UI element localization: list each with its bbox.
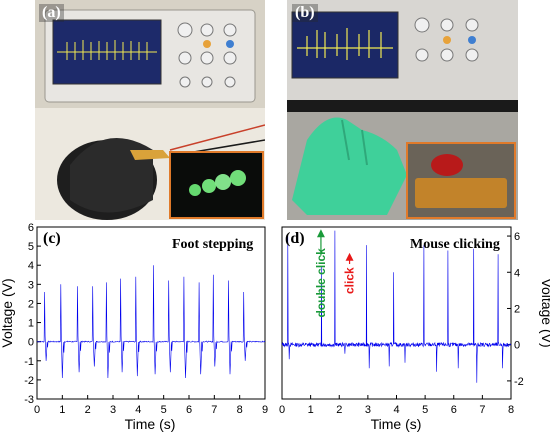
voltage-trace-d: [281, 230, 512, 383]
y-tick-label: 4: [28, 260, 34, 272]
y-tick-label: -2: [24, 375, 34, 387]
annotation-click: click: [343, 267, 357, 294]
panel-label-d: (d): [285, 230, 305, 247]
double-click-arrow: [316, 229, 325, 256]
y-tick-label: -3: [24, 394, 34, 406]
y-tick-label: 6: [28, 222, 34, 234]
panel-label-b: (b): [292, 4, 318, 22]
annotation-double-click: double click: [314, 248, 328, 318]
x-tick-label: 2: [85, 404, 91, 416]
x-tick-label: 5: [161, 404, 167, 416]
chart-title-c: Foot stepping: [172, 237, 254, 252]
panel-label-c: (c): [43, 230, 61, 247]
click-arrow: [345, 252, 354, 264]
x-tick-label: 6: [186, 404, 192, 416]
x-tick-label: 6: [451, 404, 457, 416]
y-tick-label: 0: [514, 340, 520, 352]
plot-frame-d: [281, 226, 512, 400]
x-tick-label: 9: [262, 404, 268, 416]
chart-foot-stepping: -3 -2 -1 0 1 2 3 4 5 6 0 1 2 3 4 5 6 7 8 9 Time (s) Voltag…: [0, 222, 268, 432]
y-tick-label: 0: [28, 337, 34, 349]
photo-foot-stepping-illustration: [35, 0, 265, 220]
chart-title-d: Mouse clicking: [410, 237, 500, 252]
plot-frame-c: [36, 226, 266, 400]
x-tick-label: 1: [308, 404, 314, 416]
x-tick-label: 4: [135, 404, 141, 416]
y-tick-label: 3: [28, 279, 34, 291]
y-tick-label: -2: [514, 376, 524, 388]
y-axis-label-c: Voltage (V): [0, 278, 15, 347]
y-tick-label: 6: [514, 231, 520, 243]
x-axis-label-d: Time (s): [371, 416, 422, 432]
x-tick-label: 7: [479, 404, 485, 416]
y-tick-label: 1: [28, 318, 34, 330]
x-tick-label: 7: [211, 404, 217, 416]
x-tick-label: 5: [422, 404, 428, 416]
y-tick-label: -1: [24, 356, 34, 368]
x-axis-label-c: Time (s): [125, 416, 176, 432]
x-tick-label: 4: [393, 404, 399, 416]
photo-foot-stepping: (a): [35, 0, 265, 220]
x-tick-label: 3: [110, 404, 116, 416]
x-tick-label: 1: [59, 404, 65, 416]
x-tick-label: 2: [336, 404, 342, 416]
y-axis-label-d: Voltage (V): [539, 278, 550, 347]
x-tick-label: 8: [508, 404, 514, 416]
photo-mouse-clicking: (b): [287, 0, 518, 220]
y-tick-label: 2: [514, 303, 520, 315]
y-tick-label: 2: [28, 298, 34, 310]
photo-mouse-clicking-illustration: [287, 0, 518, 220]
x-tick-label: 0: [279, 404, 285, 416]
x-tick-label: 0: [34, 404, 40, 416]
y-tick-label: 5: [28, 241, 34, 253]
voltage-trace-c: [36, 265, 266, 379]
y-tick-label: 4: [514, 267, 520, 279]
panel-label-a: (a): [39, 4, 64, 22]
chart-mouse-clicking: -2 0 2 4 6 0 1 2 3 4 5 6 7 8 double click click Time…: [279, 226, 550, 432]
x-tick-label: 3: [365, 404, 371, 416]
x-tick-label: 8: [237, 404, 243, 416]
